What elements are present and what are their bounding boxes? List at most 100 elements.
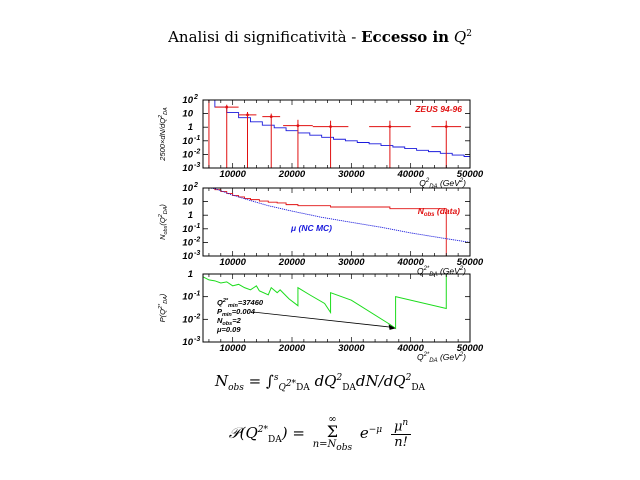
formula-num-sup: n bbox=[402, 417, 409, 428]
y-tick-exp-part: -2 bbox=[194, 148, 200, 155]
y-tick-exp-part: -1 bbox=[194, 135, 200, 142]
y-tick-label: 1 bbox=[188, 269, 193, 280]
x-tick-label-part: 20000 bbox=[278, 169, 306, 180]
formula-body-sub: DA bbox=[342, 383, 356, 393]
x-tick-label-part: 30000 bbox=[338, 343, 365, 354]
annotation-zeus-part: ZEUS 94-96 bbox=[414, 104, 462, 114]
annotation-line-part: =0.004 bbox=[232, 307, 256, 316]
y-tick-label: 10 bbox=[182, 149, 193, 160]
formula-p-lhs: 𝒫(Q bbox=[228, 424, 258, 442]
data-point-marker bbox=[329, 125, 332, 129]
arrow-head bbox=[388, 324, 396, 330]
x-axis-label-part: 2 bbox=[459, 178, 464, 184]
x-axis-label-part: 2* bbox=[423, 266, 430, 272]
x-axis-label-part: (GeV bbox=[438, 266, 462, 276]
y-tick-label: 10 bbox=[182, 109, 193, 120]
x-tick-label-part: 40000 bbox=[396, 257, 424, 268]
x-axis-label: Q2*DA (GeV2) bbox=[417, 266, 466, 278]
series-mc_curve bbox=[205, 188, 470, 243]
x-tick-label-part: 50000 bbox=[457, 257, 484, 268]
formula-exp-sup: −μ bbox=[368, 425, 383, 435]
annotation-line-part: 2* bbox=[222, 298, 229, 304]
formula-nobs-lhs-sub: obs bbox=[228, 383, 244, 393]
annotation-obs: Nobs (data) bbox=[418, 206, 460, 218]
y-tick-exp-part: 2 bbox=[193, 94, 198, 101]
x-axis-label-part: 2 bbox=[459, 352, 464, 358]
data-point bbox=[369, 120, 411, 168]
x-axis-label-part: ) bbox=[462, 266, 466, 276]
y-tick-label: 10 bbox=[182, 251, 193, 262]
x-axis-label: Q2*DA (GeV2) bbox=[417, 352, 466, 364]
formula-body2-sub: DA bbox=[411, 383, 426, 393]
x-axis-label-part: Q bbox=[419, 178, 426, 188]
annotation-line: Pmin=0.004 bbox=[217, 307, 256, 318]
y-tick-label: 10 bbox=[182, 314, 193, 325]
data-point-marker bbox=[296, 124, 300, 128]
formula-p-eq: ) = bbox=[281, 424, 305, 442]
data-point bbox=[283, 119, 313, 168]
formula-nobs-lhs: N bbox=[214, 372, 229, 390]
x-tick-label: 20000 bbox=[278, 343, 306, 354]
annotation-zeus: ZEUS 94-96 bbox=[414, 104, 462, 114]
x-tick-label-part: 10000 bbox=[219, 169, 246, 180]
y-tick-exp-part: -3 bbox=[194, 162, 200, 169]
title-bold: Eccesso in bbox=[361, 28, 450, 46]
y-axis-label-part: 2 bbox=[158, 214, 164, 218]
y-tick-label-part: 10 bbox=[182, 292, 193, 303]
y-axis-label-part: ) bbox=[158, 293, 167, 297]
y-tick-label-part: 10 bbox=[182, 136, 193, 147]
annotation-arrow bbox=[252, 311, 396, 330]
y-tick-label: 10 bbox=[182, 197, 193, 208]
data-point-marker bbox=[225, 105, 229, 109]
x-tick-label: 30000 bbox=[338, 343, 365, 354]
x-axis-label-part: DA bbox=[429, 272, 437, 278]
y-tick-exp: 2 bbox=[193, 182, 198, 189]
formula-body-sup: 2 bbox=[336, 373, 343, 383]
formula-sum-bot-sub: obs bbox=[336, 443, 353, 453]
data-point bbox=[238, 112, 257, 168]
title-text: Analisi di significatività - bbox=[168, 28, 362, 46]
y-tick-exp-part: -2 bbox=[194, 236, 200, 243]
y-tick-label: 1 bbox=[188, 210, 193, 221]
panel-frame bbox=[202, 99, 471, 169]
slide-title: Analisi di significatività - Eccesso in … bbox=[0, 28, 640, 46]
y-axis-label-part: (Q bbox=[158, 217, 167, 225]
series-line-prob bbox=[203, 274, 453, 330]
formula-nobs: Nobs = ∫sQ2*DA dQ2DAdN/dQ2DA bbox=[0, 372, 640, 393]
series-prob bbox=[203, 274, 453, 330]
annotation-line-part: =2 bbox=[232, 316, 241, 325]
x-axis-label-part: DA bbox=[429, 184, 437, 190]
formula-int-lo-sub: DA bbox=[296, 383, 310, 393]
annotation-line-part: =0.09 bbox=[222, 325, 242, 334]
y-axis-label: 2500×dN/dQ2DA bbox=[158, 107, 169, 162]
x-axis-label-part: (GeV bbox=[438, 178, 462, 188]
y-tick-label: 10 bbox=[182, 237, 193, 248]
formula-num: μ bbox=[393, 419, 403, 435]
x-axis-label-part: 2 bbox=[459, 266, 464, 272]
x-tick-label: 10000 bbox=[219, 169, 246, 180]
data-point-marker bbox=[388, 125, 392, 129]
x-tick-label-part: 50000 bbox=[457, 169, 484, 180]
y-tick-label: 10 bbox=[182, 337, 193, 348]
y-axis-label-part: 2* bbox=[158, 303, 164, 310]
annotation-line-part: μ bbox=[216, 325, 222, 334]
y-tick-exp: -2 bbox=[194, 313, 200, 320]
x-axis-label-part: DA bbox=[429, 358, 437, 364]
series-line-mc_step bbox=[203, 100, 470, 157]
y-tick-exp-part: -3 bbox=[194, 336, 200, 343]
y-tick-label: 10 bbox=[182, 163, 193, 174]
x-tick-label-part: 30000 bbox=[338, 169, 365, 180]
y-tick-label-part: 10 bbox=[182, 251, 193, 262]
y-tick-exp: -1 bbox=[194, 291, 200, 298]
y-tick-label-part: 10 bbox=[182, 163, 193, 174]
y-tick-label: 1 bbox=[188, 122, 193, 133]
arrow-shaft bbox=[252, 311, 393, 328]
formula-sum-sigma: Σ bbox=[326, 422, 339, 441]
annotation-obs-part: obs bbox=[424, 212, 435, 218]
x-tick-label-part: 10000 bbox=[219, 343, 246, 354]
formula-int-lo: Q bbox=[278, 383, 286, 393]
annotation-line-part: N bbox=[217, 316, 223, 325]
y-tick-label-part: 1 bbox=[188, 122, 193, 133]
y-axis-label-part: DA bbox=[163, 107, 169, 115]
